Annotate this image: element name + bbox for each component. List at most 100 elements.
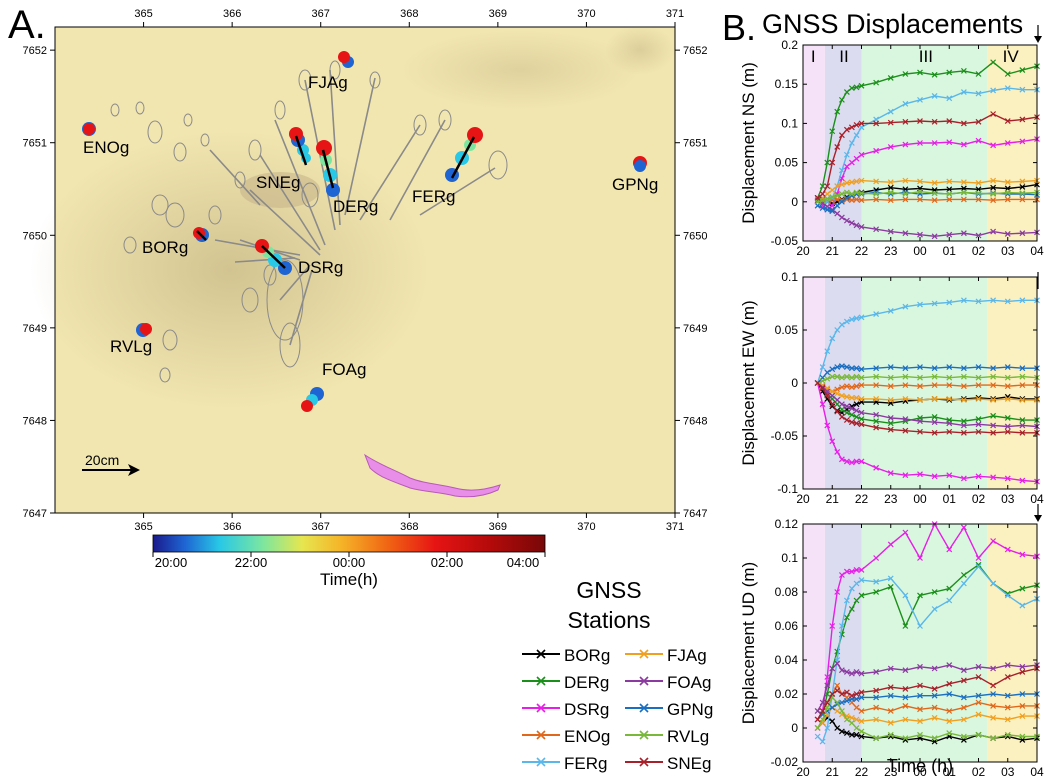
data-point <box>960 580 967 587</box>
tick-label: 7651 <box>23 138 47 150</box>
phase-band <box>803 277 825 489</box>
data-point <box>858 416 865 422</box>
data-point <box>848 568 855 575</box>
lava-flow <box>363 453 501 498</box>
data-point <box>1004 546 1011 553</box>
series-line <box>816 61 1038 199</box>
tick-label: 369 <box>489 521 507 533</box>
data-point <box>990 228 997 235</box>
data-point <box>838 132 845 139</box>
data-point <box>902 177 909 184</box>
data-point <box>902 100 909 107</box>
tick-label: 03 <box>1001 492 1015 506</box>
data-point <box>824 375 831 382</box>
data-point <box>1019 733 1026 740</box>
data-point <box>858 670 865 677</box>
data-point <box>843 180 850 186</box>
data-point <box>946 178 953 185</box>
map-y-ticks-left: 7652 7651 7650 7649 7648 7647 <box>23 45 55 520</box>
data-point <box>873 120 880 127</box>
data-point <box>931 300 938 307</box>
data-point <box>887 184 894 191</box>
data-point <box>902 382 909 389</box>
data-point <box>858 409 865 416</box>
data-point <box>946 428 953 435</box>
data-point <box>858 577 865 584</box>
legend-label: DSRg <box>564 700 609 719</box>
data-point <box>917 397 923 403</box>
tick-label: -0.05 <box>771 234 799 248</box>
data-point <box>1019 429 1026 436</box>
data-point <box>902 230 909 237</box>
data-point <box>931 589 938 595</box>
data-point <box>853 580 860 587</box>
data-point <box>917 374 923 381</box>
data-point <box>853 458 860 465</box>
data-point <box>873 668 880 675</box>
data-point <box>819 385 826 392</box>
data-point <box>990 682 997 689</box>
station-label: ENOg <box>83 138 129 157</box>
series-line <box>817 113 1038 199</box>
data-point <box>990 197 997 204</box>
data-point <box>946 546 953 553</box>
series-line <box>817 190 1038 203</box>
data-point <box>931 233 938 240</box>
data-point <box>848 197 855 204</box>
data-point <box>858 82 865 89</box>
tick-label: 00 <box>913 765 927 779</box>
data-point <box>917 196 923 203</box>
data-point <box>848 606 855 612</box>
data-point <box>946 69 953 76</box>
data-point <box>960 694 967 701</box>
data-point <box>848 670 855 677</box>
data-point <box>975 118 982 125</box>
tick-label: 7652 <box>23 45 47 57</box>
data-point <box>834 448 841 455</box>
data-point <box>848 159 855 166</box>
station-label: DSRg <box>298 258 343 277</box>
data-point <box>902 365 909 372</box>
data-point <box>848 384 855 391</box>
tick-label: 0 <box>791 721 798 735</box>
data-point <box>990 142 997 149</box>
data-point <box>1004 196 1011 203</box>
data-point <box>873 382 880 389</box>
data-point <box>887 684 894 691</box>
data-point <box>917 592 923 599</box>
plot-frame <box>802 276 1038 490</box>
data-point <box>873 687 880 694</box>
data-point <box>834 687 841 694</box>
phase-label: IV <box>1003 47 1020 66</box>
tick-label: 0.1 <box>781 551 798 565</box>
y-axis-label: Displacement UD (m) <box>739 562 758 724</box>
data-point <box>946 382 953 389</box>
data-point <box>1019 663 1026 670</box>
colorbar-gradient <box>152 534 546 553</box>
data-point <box>990 735 997 742</box>
data-point <box>946 691 953 697</box>
data-point <box>858 708 865 714</box>
legend-item-SNEg: SNEg <box>625 754 711 773</box>
data-point <box>931 197 938 204</box>
data-point <box>829 623 836 629</box>
data-point <box>1004 590 1011 597</box>
data-point <box>829 438 836 445</box>
x-axis-label: Time (h) <box>887 756 953 776</box>
data-point <box>829 335 836 342</box>
tick-label: 22:00 <box>235 555 268 570</box>
data-point <box>975 298 982 305</box>
data-point <box>1004 364 1011 371</box>
tick-label: 22 <box>855 492 869 506</box>
data-point <box>843 189 850 196</box>
series-line <box>817 382 1037 393</box>
data-point <box>1004 415 1011 421</box>
data-point <box>946 395 953 402</box>
data-point <box>1019 116 1026 123</box>
panel-b-letter: B. <box>722 7 756 48</box>
data-point <box>960 383 967 390</box>
data-point <box>975 90 982 97</box>
tick-label: 0.12 <box>775 517 799 531</box>
data-point <box>848 316 855 323</box>
data-point <box>853 365 860 372</box>
